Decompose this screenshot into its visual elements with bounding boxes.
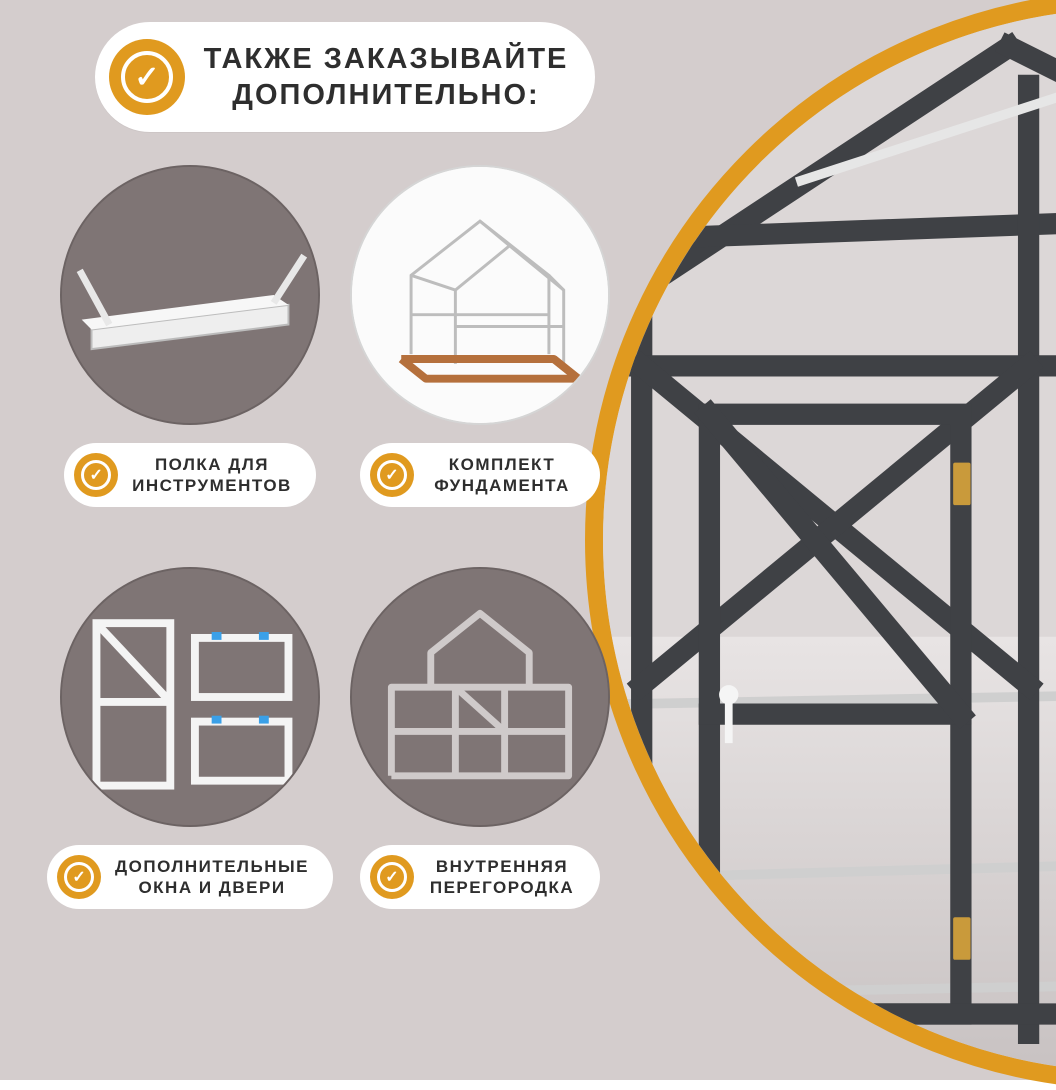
- option-foundation-image: [350, 165, 610, 425]
- option-partition-text: ВНУТРЕННЯЯ ПЕРЕГОРОДКА: [428, 856, 576, 899]
- option-foundation-text: КОМПЛЕКТ ФУНДАМЕНТА: [428, 454, 576, 497]
- option-shelf-text: ПОЛКА ДЛЯ ИНСТРУМЕНТОВ: [132, 454, 292, 497]
- check-badge-small: ✓: [57, 855, 101, 899]
- header-title: ТАКЖЕ ЗАКАЗЫВАЙТЕ ДОПОЛНИТЕЛЬНО:: [203, 41, 569, 114]
- checkmark-icon: ✓: [64, 862, 94, 892]
- check-badge-small: ✓: [370, 453, 414, 497]
- option-shelf: ✓ ПОЛКА ДЛЯ ИНСТРУМЕНТОВ: [60, 165, 320, 507]
- header-pill: ✓ ТАКЖЕ ЗАКАЗЫВАЙТЕ ДОПОЛНИТЕЛЬНО:: [95, 22, 595, 132]
- option-partition: ✓ ВНУТРЕННЯЯ ПЕРЕГОРОДКА: [350, 567, 610, 909]
- hero-circle: [585, 0, 1056, 1090]
- header-line2: ДОПОЛНИТЕЛЬНО:: [232, 79, 539, 111]
- checkmark-icon: ✓: [377, 862, 407, 892]
- check-badge-small: ✓: [370, 855, 414, 899]
- option-windows-label: ✓ ДОПОЛНИТЕЛЬНЫЕ ОКНА И ДВЕРИ: [47, 845, 333, 909]
- check-badge-small: ✓: [74, 453, 118, 497]
- options-grid: ✓ ПОЛКА ДЛЯ ИНСТРУМЕНТОВ: [60, 165, 610, 909]
- option-windows: ✓ ДОПОЛНИТЕЛЬНЫЕ ОКНА И ДВЕРИ: [60, 567, 320, 909]
- infographic-canvas: ✓ ТАКЖЕ ЗАКАЗЫВАЙТЕ ДОПОЛНИТЕЛЬНО:: [0, 0, 1056, 1080]
- option-windows-image: [60, 567, 320, 827]
- option-foundation-label: ✓ КОМПЛЕКТ ФУНДАМЕНТА: [360, 443, 600, 507]
- option-shelf-image: [60, 165, 320, 425]
- check-badge: ✓: [109, 39, 185, 115]
- checkmark-icon: ✓: [377, 460, 407, 490]
- option-shelf-label: ✓ ПОЛКА ДЛЯ ИНСТРУМЕНТОВ: [64, 443, 316, 507]
- option-windows-text: ДОПОЛНИТЕЛЬНЫЕ ОКНА И ДВЕРИ: [115, 856, 309, 899]
- checkmark-icon: ✓: [121, 51, 173, 103]
- option-partition-image: [350, 567, 610, 827]
- header-line1: ТАКЖЕ ЗАКАЗЫВАЙТЕ: [204, 43, 569, 75]
- checkmark-icon: ✓: [81, 460, 111, 490]
- hero-greenhouse-render: [603, 8, 1056, 1072]
- option-partition-label: ✓ ВНУТРЕННЯЯ ПЕРЕГОРОДКА: [360, 845, 600, 909]
- option-foundation: ✓ КОМПЛЕКТ ФУНДАМЕНТА: [350, 165, 610, 507]
